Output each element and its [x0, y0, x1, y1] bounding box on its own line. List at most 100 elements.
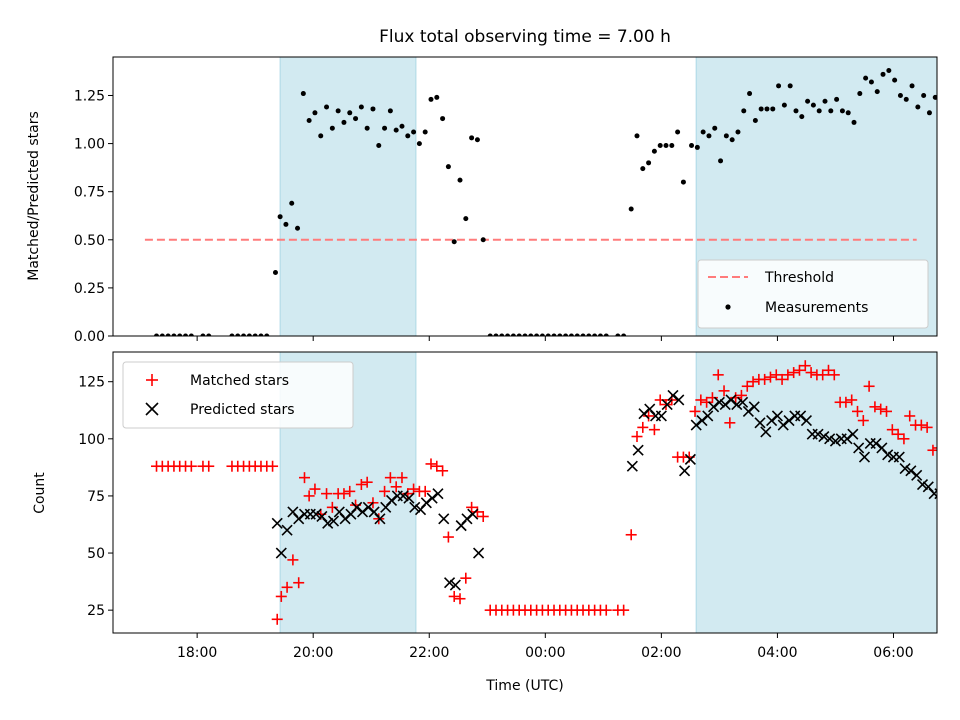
matched-star-point: [788, 367, 800, 379]
measurement-point: [295, 225, 301, 231]
predicted-star-point: [800, 414, 813, 427]
measurement-point: [863, 75, 869, 81]
predicted-star-point: [824, 433, 836, 445]
measurement-point: [752, 117, 758, 123]
matched-star-point: [344, 485, 356, 497]
top-y-ticks: 0.00 0.25 0.50 0.75 1.00 1.25: [74, 88, 113, 345]
predicted-star-point: [339, 513, 351, 525]
measurement-point: [463, 216, 469, 222]
measurement-point: [926, 110, 932, 116]
measurement-point: [592, 333, 598, 336]
measurement-point: [528, 333, 534, 336]
x-axis-label: Time (UTC): [485, 678, 563, 694]
predicted-star-point: [905, 465, 917, 477]
matched-star-point: [660, 399, 672, 411]
matched-star-point: [718, 385, 730, 397]
predicted-star-point: [420, 497, 432, 509]
predicted-star-point: [795, 410, 807, 422]
top-axes-frame: [112, 56, 938, 337]
predicted-star-point: [708, 401, 720, 413]
predicted-star-point: [356, 506, 369, 518]
predicted-star-point: [771, 410, 783, 422]
measurement-point: [646, 160, 652, 166]
matched-star-point: [631, 431, 643, 443]
measurement-point: [628, 206, 634, 212]
matched-star-point: [921, 421, 933, 433]
matched-star-point: [442, 531, 454, 543]
x-tick-label: 02:00: [641, 645, 681, 661]
measurement-point: [487, 333, 493, 336]
predicted-star-point: [310, 508, 322, 520]
measurement-point: [805, 98, 811, 104]
x-tick-label: 18:00: [177, 645, 217, 661]
y-tick-label: 25: [87, 603, 105, 619]
bottom-observing-windows: [279, 352, 937, 633]
measurement-point: [258, 333, 264, 336]
matched-star-point: [915, 419, 927, 431]
matched-star-point: [637, 421, 649, 433]
top-panel: 0.00 0.25 0.50 0.75 1.00 1.25 Matched/Predict…: [26, 56, 938, 345]
measurement-point: [680, 179, 686, 185]
predicted-star-point: [818, 430, 830, 443]
measurement-point: [657, 143, 663, 149]
measurement-point: [405, 133, 411, 139]
predicted-star-point: [719, 398, 731, 411]
matched-star-point: [898, 433, 910, 445]
measurement-point: [428, 96, 434, 102]
predicted-star-point: [449, 579, 461, 591]
matched-star-point: [724, 417, 736, 429]
matched-star-point: [326, 501, 338, 513]
measurement-point: [306, 117, 312, 123]
x-tick-label: 06:00: [873, 645, 913, 661]
predicted-star-point: [690, 419, 702, 431]
measurement-point: [376, 143, 382, 149]
measurement-point: [903, 96, 909, 102]
measurement-point: [493, 333, 499, 336]
matched-star-point: [776, 373, 788, 385]
measurement-point: [451, 239, 457, 245]
matched-star-point: [706, 392, 718, 404]
matched-star-point: [701, 396, 713, 408]
predicted-star-point: [702, 410, 714, 422]
measurement-point: [445, 164, 451, 170]
measurement-point: [422, 129, 428, 135]
measurement-point: [651, 148, 657, 154]
measurement-point: [399, 123, 405, 129]
predicted-star-point: [385, 494, 398, 507]
predicted-star-point: [679, 465, 691, 477]
matched-star-point: [466, 501, 478, 513]
predicted-star-point: [947, 491, 957, 501]
predicted-star-point: [841, 433, 853, 445]
measurement-point: [246, 333, 252, 336]
observing-window: [279, 57, 417, 336]
predicted-star-point: [397, 490, 409, 502]
matched-star-point: [281, 581, 293, 593]
measurement-point: [283, 221, 289, 227]
matched-star-point: [431, 460, 443, 472]
measurement-point: [723, 133, 729, 139]
top-x-ticks: [196, 336, 894, 341]
measurement-point: [897, 92, 903, 98]
measurement-point: [551, 333, 557, 336]
measurement-point: [932, 94, 937, 100]
matched-star-point: [654, 394, 666, 406]
measurement-point: [177, 333, 183, 336]
matched-star-point: [303, 490, 315, 502]
matched-star-point: [600, 604, 612, 616]
bottom-axes-frame: [112, 351, 938, 634]
predicted-star-point: [893, 451, 905, 463]
matched-star-point: [321, 488, 333, 500]
measurement-point: [469, 135, 475, 141]
measurement-point: [758, 106, 764, 112]
matched-star-point: [287, 554, 299, 566]
measurement-point: [159, 333, 165, 336]
predicted-star-point: [870, 437, 882, 449]
matched-star-point: [956, 452, 960, 463]
measurement-point: [171, 333, 177, 336]
measurement-point: [909, 83, 915, 89]
measurement-point: [810, 102, 816, 108]
bottom-y-axis-label: Count: [32, 472, 48, 514]
measurement-point: [880, 71, 886, 77]
measurement-point: [557, 333, 563, 336]
predicted-star-point: [742, 405, 754, 417]
